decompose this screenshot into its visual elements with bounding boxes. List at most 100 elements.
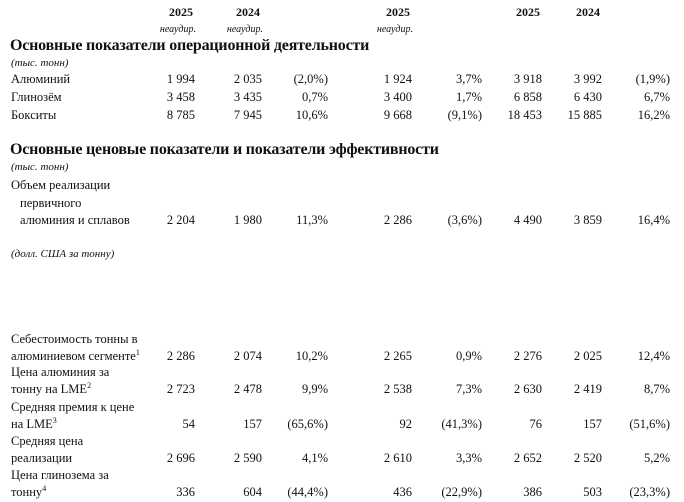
table-cell: 2 652 — [513, 451, 542, 465]
table-cell: 157 — [243, 417, 262, 431]
table-cell: 2 025 — [573, 349, 602, 363]
table-cell: 1 980 — [233, 213, 262, 227]
table-cell: 2 074 — [233, 349, 262, 363]
table-cell: 3 992 — [573, 72, 602, 86]
table-cell: 6,7% — [643, 90, 670, 104]
row-label: Средняя цена — [11, 434, 84, 448]
row-label: Алюминий — [11, 72, 71, 86]
table-cell: (23,3%) — [629, 485, 670, 499]
table-cell: 2 696 — [166, 451, 195, 465]
table-cell: 6 858 — [513, 90, 542, 104]
table-cell: 3 458 — [166, 90, 195, 104]
row-label: тонну4 — [11, 484, 47, 500]
row-label: Цена алюминия за — [11, 365, 110, 379]
unaudited-note: неаудир. — [159, 24, 196, 35]
table-cell: 2 286 — [383, 213, 412, 227]
table-cell: 7,3% — [455, 382, 482, 396]
column-year-header: 2025 — [169, 5, 193, 19]
table-cell: (65,6%) — [287, 417, 328, 431]
table-cell: 16,4% — [637, 213, 670, 227]
table-cell: 3,3% — [455, 451, 482, 465]
table-cell: 0,7% — [301, 90, 328, 104]
table-cell: 2 265 — [383, 349, 412, 363]
section-title: Основные показатели операционной деятель… — [10, 37, 370, 54]
table-cell: 2 630 — [513, 382, 542, 396]
table-cell: 4,1% — [301, 451, 328, 465]
table-cell: (3,6%) — [447, 213, 482, 227]
unit-label: (тыс. тонн) — [11, 57, 69, 69]
table-cell: 2 538 — [383, 382, 412, 396]
table-cell: 11,3% — [296, 213, 328, 227]
table-cell: (1,9%) — [635, 72, 670, 86]
column-year-header: 2025 — [516, 5, 540, 19]
row-label: Цена глинозема за — [11, 468, 109, 482]
row-label: первичного — [20, 196, 82, 210]
row-label: алюминиевом сегменте1 — [11, 348, 140, 364]
table-cell: 10,2% — [295, 349, 328, 363]
table-cell: 12,4% — [637, 349, 670, 363]
table-cell: 0,9% — [455, 349, 482, 363]
table-cell: 3,7% — [455, 72, 482, 86]
row-label: реализации — [11, 451, 73, 465]
table-cell: (51,6%) — [629, 417, 670, 431]
table-cell: (41,3%) — [441, 417, 482, 431]
table-cell: (44,4%) — [287, 485, 328, 499]
table-cell: 3 435 — [233, 90, 262, 104]
table-cell: 4 490 — [513, 213, 542, 227]
table-cell: 8 785 — [166, 108, 195, 122]
column-year-header: 2024 — [576, 5, 600, 19]
table-cell: 1 994 — [166, 72, 195, 86]
table-cell: 436 — [393, 485, 412, 499]
unaudited-note: неаудир. — [376, 24, 413, 35]
unit-label: (долл. США за тонну) — [11, 248, 115, 260]
section-title: Основные ценовые показатели и показатели… — [10, 141, 439, 158]
row-label: на LME3 — [11, 416, 57, 432]
table-cell: 5,2% — [643, 451, 670, 465]
table-cell: 54 — [182, 417, 196, 431]
table-cell: 2 590 — [233, 451, 262, 465]
table-cell: 2 419 — [573, 382, 602, 396]
table-cell: 503 — [583, 485, 602, 499]
row-label: алюминия и сплавов — [20, 213, 130, 227]
table-cell: 18 453 — [507, 108, 542, 122]
table-cell: 336 — [176, 485, 195, 499]
table-cell: (9,1%) — [447, 108, 482, 122]
column-year-header: 2024 — [236, 5, 260, 19]
table-cell: 2 204 — [166, 213, 195, 227]
table-cell: 2 723 — [166, 382, 195, 396]
table-cell: 92 — [399, 417, 413, 431]
table-cell: 2 035 — [233, 72, 262, 86]
column-year-header: 2025 — [386, 5, 410, 19]
table-cell: 16,2% — [637, 108, 670, 122]
table-cell: 2 286 — [166, 349, 195, 363]
table-cell: 157 — [583, 417, 602, 431]
table-cell: 8,7% — [643, 382, 670, 396]
table-cell: 15 885 — [567, 108, 602, 122]
table-cell: (2,0%) — [293, 72, 328, 86]
table-cell: 386 — [523, 485, 542, 499]
table-cell: 7 945 — [233, 108, 262, 122]
table-cell: 76 — [529, 417, 543, 431]
row-label: Бокситы — [11, 108, 57, 122]
table-cell: 2 276 — [513, 349, 542, 363]
table-cell: 604 — [243, 485, 262, 499]
row-label: Глинозём — [11, 90, 62, 104]
table-cell: 3 918 — [513, 72, 542, 86]
table-cell: 1,7% — [455, 90, 482, 104]
unaudited-note: неаудир. — [226, 24, 263, 35]
table-cell: 3 859 — [573, 213, 602, 227]
table-cell: (22,9%) — [441, 485, 482, 499]
table-cell: 9,9% — [301, 382, 328, 396]
table-cell: 2 520 — [573, 451, 602, 465]
row-label: Себестоимость тонны в — [11, 332, 138, 346]
table-cell: 6 430 — [573, 90, 602, 104]
table-cell: 9 668 — [383, 108, 412, 122]
row-label: Объем реализации — [11, 178, 111, 192]
table-cell: 1 924 — [383, 72, 412, 86]
table-cell: 2 610 — [383, 451, 412, 465]
table-cell: 3 400 — [383, 90, 412, 104]
table-cell: 10,6% — [295, 108, 328, 122]
table-cell: 2 478 — [233, 382, 262, 396]
row-label: Средняя премия к цене — [11, 400, 135, 414]
unit-label: (тыс. тонн) — [11, 161, 69, 173]
